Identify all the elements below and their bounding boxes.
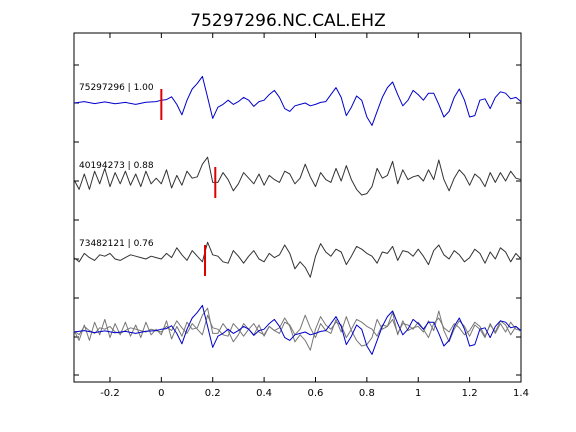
trace-line-2 <box>73 241 522 278</box>
trace-label-1: 40194273 | 0.88 <box>79 161 154 171</box>
overlay-group <box>73 304 522 355</box>
x-tick-label-5: 0.8 <box>359 388 375 399</box>
plot-area <box>73 32 522 383</box>
trace-label-2: 73482121 | 0.76 <box>79 239 154 249</box>
x-tick-label-8: 1.4 <box>513 388 529 399</box>
axis-ticks: -0.2 0 0.2 0.4 0.6 0.8 1 1.2 1.4 <box>74 33 529 399</box>
overlay-line-1 <box>73 307 522 347</box>
x-tick-label-4: 0.6 <box>308 388 324 399</box>
trace-group <box>73 75 522 278</box>
overlay-line-0 <box>73 304 522 355</box>
x-tick-label-3: 0.4 <box>256 388 272 399</box>
x-tick-label-6: 1 <box>415 388 421 399</box>
chart-title: 75297296.NC.CAL.EHZ <box>190 11 385 31</box>
x-tick-label-7: 1.2 <box>462 388 478 399</box>
pick-markers <box>160 89 217 276</box>
x-tick-label-1: 0 <box>158 388 164 399</box>
x-tick-label-0: -0.2 <box>100 388 120 399</box>
trace-line-0 <box>73 75 522 126</box>
x-tick-label-2: 0.2 <box>205 388 221 399</box>
trace-labels: 75297296 | 1.00 40194273 | 0.88 73482121 |… <box>79 83 154 249</box>
trace-line-1 <box>73 156 522 196</box>
trace-label-0: 75297296 | 1.00 <box>79 83 154 93</box>
